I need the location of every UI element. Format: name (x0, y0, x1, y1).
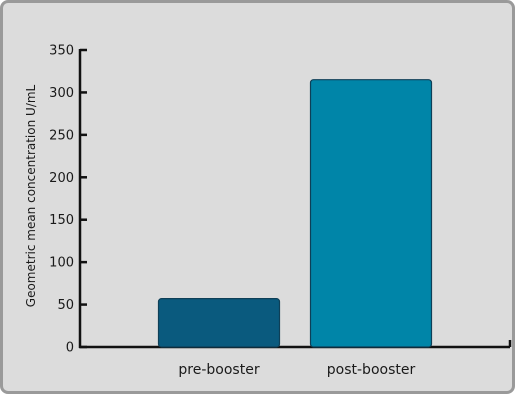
x-axis (79, 340, 512, 349)
y-axis-title: Geometric mean concentration U/mL (24, 84, 38, 307)
y-tick-label: 200 (49, 171, 74, 186)
y-tick-label: 0 (66, 341, 74, 356)
bar-post-booster (309, 79, 433, 348)
y-tick-label: 300 (49, 86, 74, 101)
category-labels: pre-booster post-booster (178, 362, 415, 378)
bar-pre-booster (157, 298, 281, 348)
category-label-pre-booster: pre-booster (178, 362, 259, 378)
bars (157, 79, 433, 348)
y-tick-label: 100 (49, 256, 74, 271)
y-tick-label: 350 (49, 44, 74, 59)
category-label-post-booster: post-booster (327, 362, 416, 378)
y-axis: 0 50 100 150 200 250 300 350 (49, 44, 87, 356)
y-tick-label: 50 (57, 298, 74, 313)
y-tick-label: 150 (49, 213, 74, 228)
y-tick-label: 250 (49, 128, 74, 143)
